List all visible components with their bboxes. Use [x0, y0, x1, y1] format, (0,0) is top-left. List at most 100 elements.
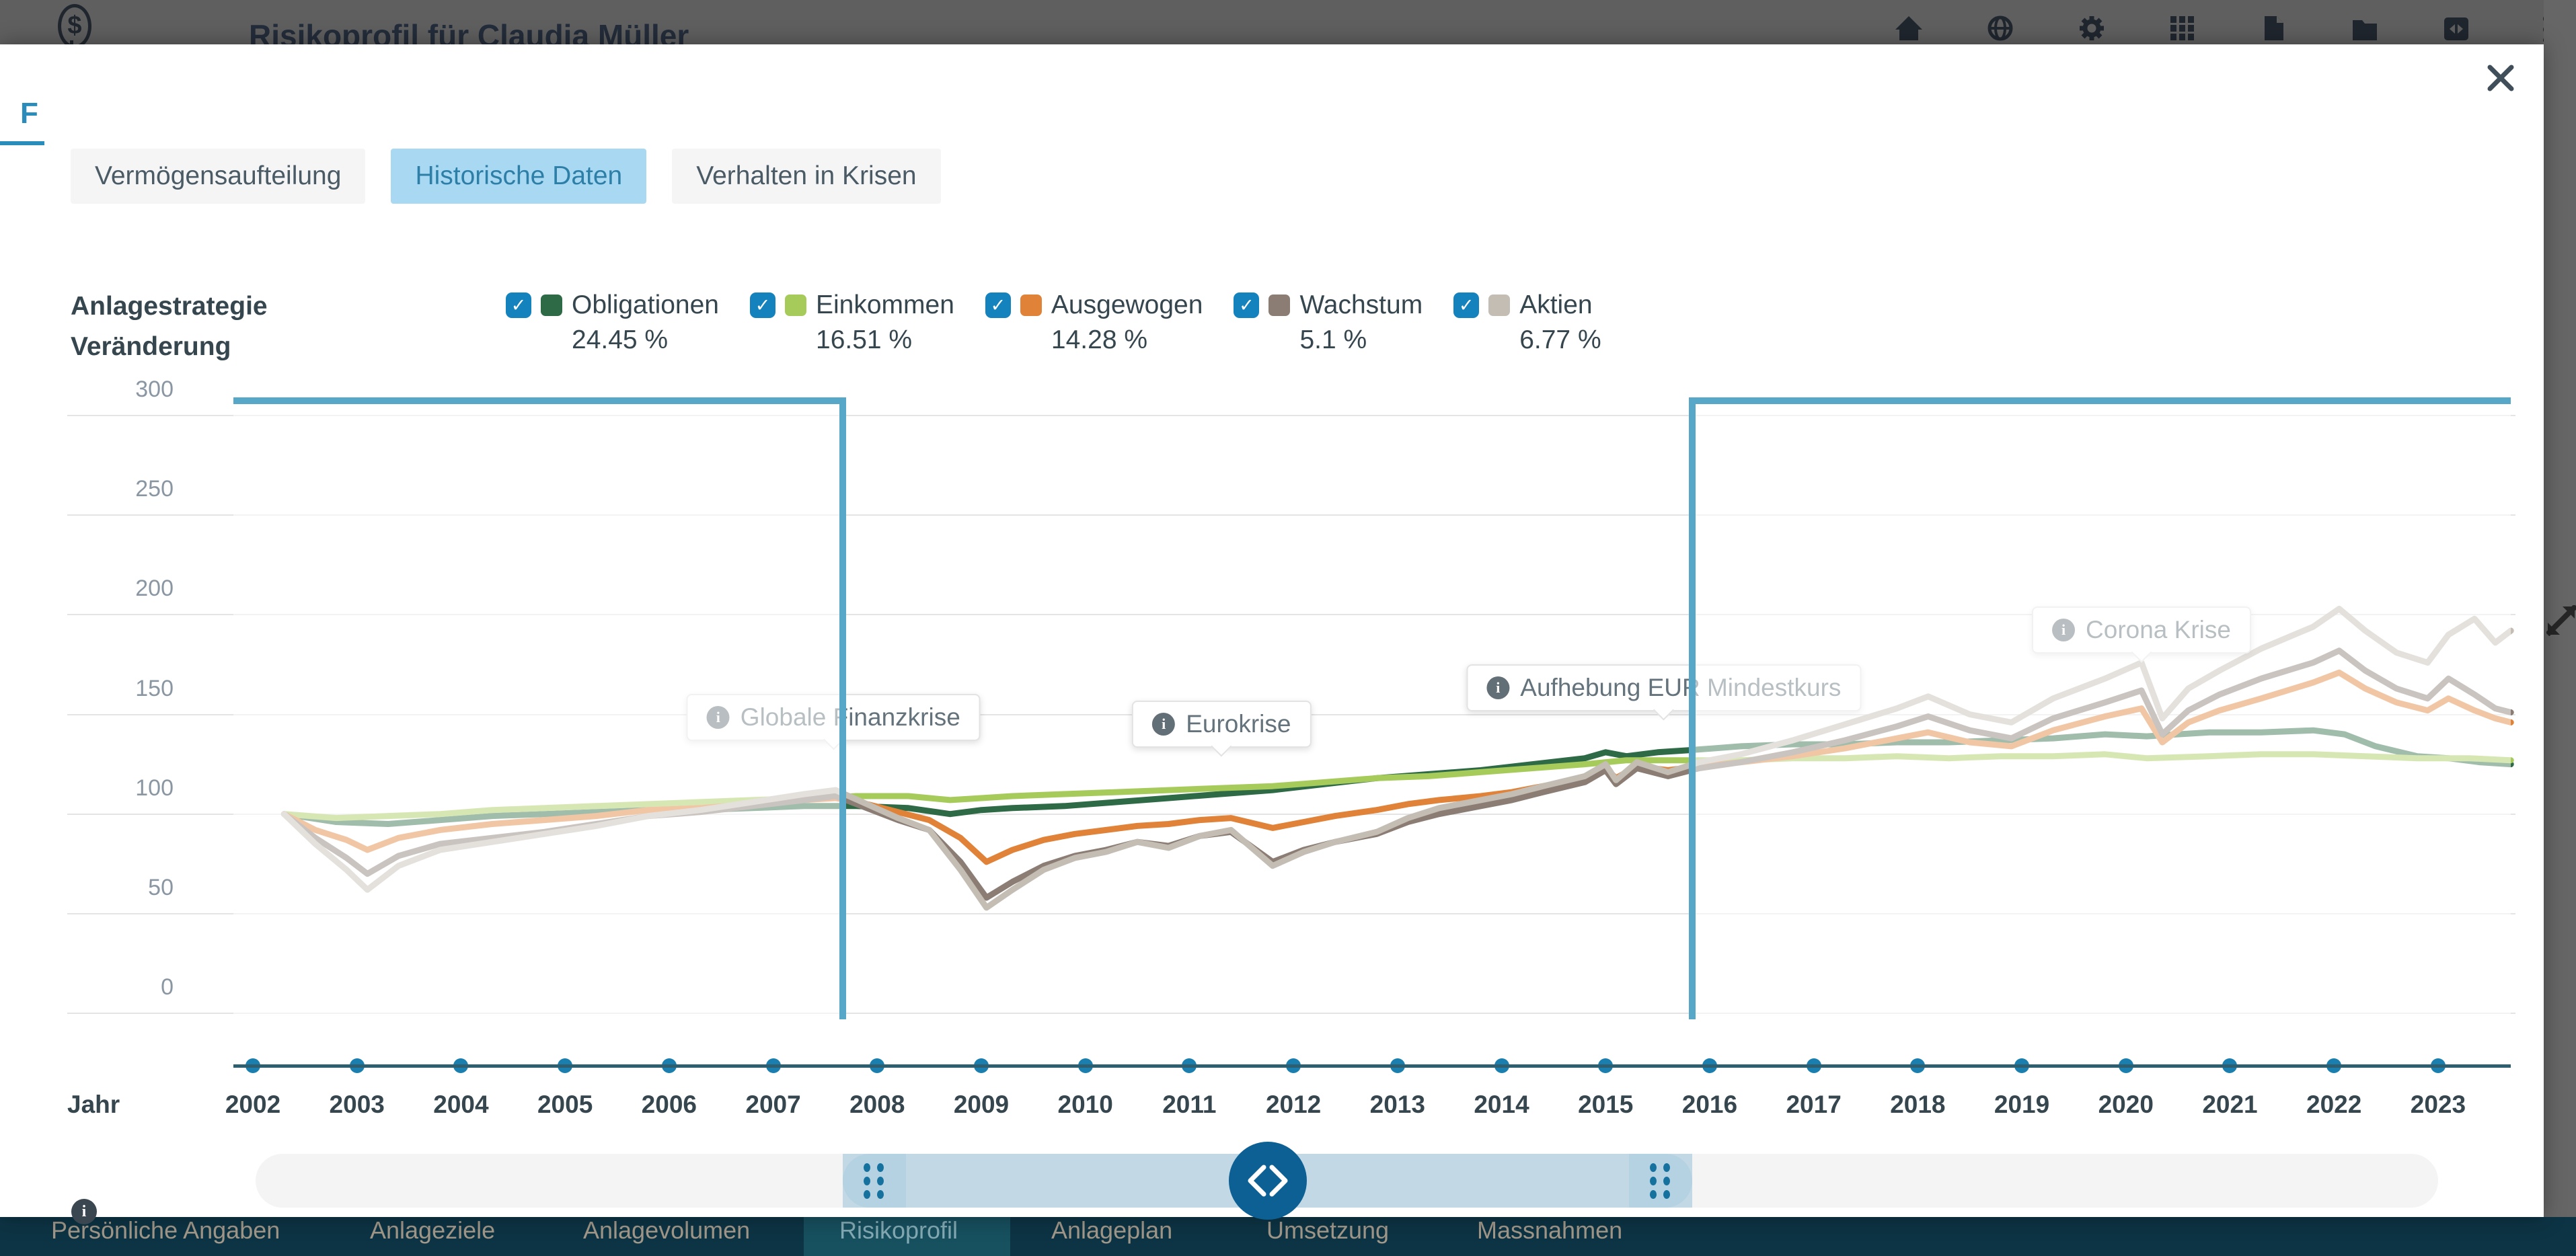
checkbox-ausgewogen[interactable]: ✓ [985, 292, 1011, 318]
page-title: Risikoprofil für Claudia Müller [249, 18, 689, 44]
year-label-2022: 2022 [2306, 1091, 2362, 1118]
handle-dot [1663, 1163, 1670, 1172]
selection-boundary-left[interactable] [839, 397, 846, 1019]
annotation-label: Eurokrise [1186, 710, 1291, 738]
annotation-eurokrise[interactable]: i Eurokrise [1132, 701, 1312, 748]
checkbox-aktien[interactable]: ✓ [1453, 292, 1480, 318]
globe-icon[interactable] [1985, 15, 2015, 42]
handle-dot [1650, 1163, 1657, 1172]
expand-icon[interactable] [2546, 605, 2576, 636]
year-label-2023: 2023 [2410, 1091, 2466, 1118]
info-icon: i [1152, 713, 1176, 736]
year-label-2003: 2003 [329, 1091, 385, 1118]
legend-item-wachstum: ✓ Wachstum 5.1 % [1234, 288, 1423, 358]
gridline-250 [67, 514, 2515, 516]
historical-chart: 300250200150100500iGlobale FinanzkriseiE… [0, 44, 2544, 1217]
year-label-2020: 2020 [2098, 1091, 2154, 1118]
swatch-wachstum [1268, 295, 1291, 316]
selection-top-line-left [233, 397, 846, 404]
legend-label: Einkommen [816, 290, 954, 319]
home-icon[interactable] [1894, 15, 1924, 42]
pan-arrows-icon [1248, 1165, 1287, 1197]
nav-item-anlageziele[interactable]: Anlageziele [370, 1217, 496, 1244]
year-label-2005: 2005 [537, 1091, 593, 1118]
info-icon[interactable]: i [71, 1199, 97, 1224]
y-tick-250: 250 [135, 476, 174, 502]
handle-dot [864, 1163, 870, 1172]
swatch-einkommen [785, 295, 806, 316]
checkbox-einkommen[interactable]: ✓ [750, 292, 775, 318]
nav-item-anlageplan[interactable]: Anlageplan [1051, 1217, 1173, 1244]
gridline-300 [67, 415, 2515, 416]
legend-item-ausgewogen: ✓ Ausgewogen 14.28 % [985, 288, 1203, 358]
legend-change-pct: 5.1 % [1299, 325, 1367, 354]
nav-item-massnahmen[interactable]: Massnahmen [1477, 1217, 1623, 1244]
swatch-ausgewogen [1020, 295, 1042, 316]
unselected-region-right [1696, 404, 2511, 1019]
y-tick-100: 100 [135, 775, 174, 801]
tab-historische-daten[interactable]: Historische Daten [391, 149, 647, 204]
nav-item-risikoprofil[interactable]: Risikoprofil [839, 1217, 958, 1244]
handle-dot [1663, 1177, 1670, 1185]
legend-label: Ausgewogen [1051, 290, 1203, 319]
legend-label: Obligationen [572, 290, 719, 319]
slider-handle-left[interactable] [843, 1154, 906, 1208]
year-label-2018: 2018 [1890, 1091, 1946, 1118]
step-navigation: Persönliche Angaben Anlageziele Anlagevolu… [0, 1217, 2576, 1256]
folder-icon[interactable] [2350, 15, 2380, 42]
x-axis-title: Jahr [67, 1091, 120, 1118]
document-icon[interactable] [2259, 15, 2289, 42]
slider-pan-button[interactable] [1228, 1142, 1307, 1220]
year-label-2009: 2009 [953, 1091, 1010, 1118]
year-label-2012: 2012 [1265, 1091, 1322, 1118]
legend-item-obligationen: ✓ Obligationen 24.45 % [506, 288, 719, 358]
legend-change-pct: 14.28 % [1051, 325, 1148, 354]
checkbox-obligationen[interactable]: ✓ [506, 292, 531, 318]
year-label-2008: 2008 [849, 1091, 905, 1118]
y-tick-0: 0 [161, 974, 174, 1000]
year-label-2021: 2021 [2202, 1091, 2258, 1118]
selection-boundary-right[interactable] [1689, 397, 1696, 1019]
tab-verhalten-in-krisen[interactable]: Verhalten in Krisen [672, 149, 941, 204]
info-icon: i [1486, 676, 1510, 699]
series-legend: ✓ Obligationen 24.45 % ✓ Einkommen 16.51 % ✓ Au… [506, 288, 1601, 358]
handle-dot [1663, 1190, 1670, 1199]
handle-dot [877, 1163, 884, 1172]
close-icon[interactable] [2480, 58, 2521, 98]
selection-top-line-right [1689, 397, 2511, 404]
code-panel-icon[interactable] [2441, 15, 2471, 42]
slider-handle-right[interactable] [1629, 1154, 1692, 1208]
swatch-obligationen [541, 295, 562, 316]
year-label-2011: 2011 [1162, 1091, 1217, 1118]
year-label-2006: 2006 [641, 1091, 697, 1118]
gear-icon[interactable] [2077, 15, 2107, 42]
checkbox-wachstum[interactable]: ✓ [1234, 292, 1260, 318]
active-step-highlight [804, 1217, 1010, 1256]
tab-verm-gensaufteilung[interactable]: Vermögensaufteilung [71, 149, 366, 204]
gridline-50 [67, 912, 2515, 914]
handle-dot [864, 1190, 870, 1199]
partial-background-tab[interactable]: F [20, 97, 38, 130]
y-tick-200: 200 [135, 576, 174, 602]
year-label-2015: 2015 [1578, 1091, 1634, 1118]
legend-change-pct: 16.51 % [816, 325, 913, 354]
legend-item-einkommen: ✓ Einkommen 16.51 % [750, 288, 954, 358]
currency-logo-icon: $ [58, 4, 91, 44]
legend-title: Anlagestrategie [71, 292, 268, 321]
legend-change-pct: 6.77 % [1519, 325, 1601, 354]
partial-tab-underline [0, 141, 44, 145]
y-tick-300: 300 [135, 377, 174, 402]
y-tick-50: 50 [148, 874, 174, 900]
year-label-2013: 2013 [1369, 1091, 1425, 1118]
nav-item-anlagevolumen[interactable]: Anlagevolumen [583, 1217, 751, 1244]
app-header: $ Risikoprofil für Claudia Müller [0, 0, 2576, 44]
year-label-2017: 2017 [1786, 1091, 1842, 1118]
year-label-2016: 2016 [1681, 1091, 1738, 1118]
apps-grid-icon[interactable] [2168, 15, 2197, 42]
nav-item-umsetzung[interactable]: Umsetzung [1266, 1217, 1390, 1244]
handle-dot [864, 1177, 870, 1185]
year-label-2002: 2002 [225, 1091, 281, 1118]
historical-data-modal: F Vermögensaufteilung Historische Daten Ve… [0, 44, 2544, 1224]
year-label-2014: 2014 [1474, 1091, 1529, 1118]
